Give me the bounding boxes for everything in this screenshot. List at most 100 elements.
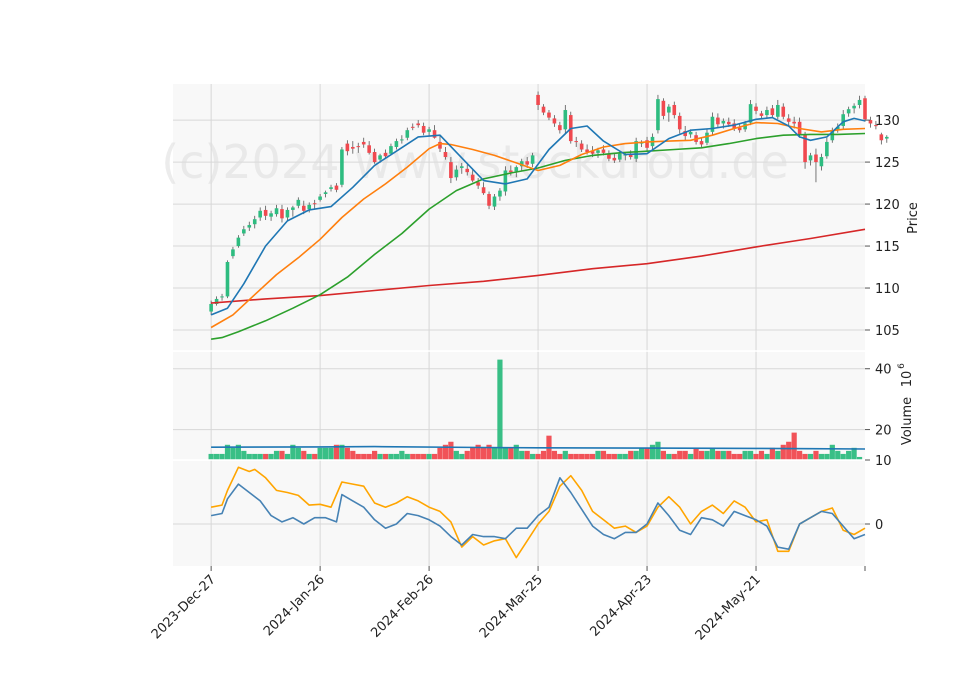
- candle-body: [825, 141, 829, 157]
- candle: [280, 204, 284, 223]
- volume-bar: [655, 441, 661, 460]
- candle-body: [857, 99, 862, 105]
- volume-bar: [677, 450, 683, 460]
- volume-bar: [753, 453, 759, 460]
- candle: [356, 142, 361, 153]
- volume-bar: [557, 453, 563, 460]
- candle: [841, 110, 846, 129]
- candle: [863, 95, 867, 122]
- candle-body: [852, 105, 856, 109]
- volume-bar: [633, 450, 639, 460]
- volume-bar: [339, 444, 345, 460]
- candle: [252, 215, 257, 229]
- candle-body: [710, 116, 715, 132]
- candle-body: [688, 131, 693, 135]
- candle: [759, 110, 764, 119]
- candle: [710, 112, 715, 136]
- volume-bar: [856, 456, 863, 460]
- candle: [454, 165, 459, 181]
- candle-body: [721, 120, 726, 124]
- volume-bar: [393, 453, 400, 460]
- candle: [465, 164, 470, 176]
- volume-bar: [780, 444, 786, 460]
- candle: [667, 104, 671, 122]
- candle: [459, 162, 464, 174]
- volume-bar: [715, 450, 721, 460]
- volume-bar: [219, 453, 225, 460]
- candle-body: [541, 106, 546, 113]
- candle-body: [427, 129, 431, 132]
- candle-body: [737, 127, 742, 131]
- candle-body: [879, 134, 884, 141]
- volume-bar: [246, 453, 252, 460]
- candle: [247, 221, 252, 231]
- candle-body: [585, 149, 589, 153]
- volume-bar: [671, 453, 677, 460]
- candle: [405, 127, 410, 141]
- candle: [394, 138, 399, 150]
- volume-bar: [644, 447, 650, 460]
- volume-bar: [426, 453, 432, 460]
- candle-body: [351, 146, 355, 149]
- candle: [699, 137, 704, 147]
- candle-body: [400, 139, 404, 141]
- volume-bar: [317, 447, 323, 460]
- volume-bar: [301, 450, 307, 460]
- candle-body: [765, 110, 769, 116]
- candle: [225, 260, 230, 299]
- price-panel: [209, 91, 889, 340]
- candle-body: [748, 104, 753, 123]
- candle: [530, 152, 535, 168]
- x-tick-label: 2024-Jan-26: [261, 572, 328, 639]
- volume-bar: [491, 447, 498, 460]
- volume-bar: [480, 447, 487, 460]
- candle: [857, 95, 862, 109]
- candle-body: [269, 213, 273, 217]
- candle: [258, 207, 262, 221]
- volume-bar: [475, 444, 481, 460]
- volume-bar: [213, 453, 220, 460]
- candle: [765, 106, 769, 118]
- volume-bar: [519, 450, 525, 460]
- candle-body: [558, 125, 562, 131]
- volume-y-tick-label: 20: [875, 424, 892, 439]
- volume-bar: [508, 447, 514, 460]
- candle: [874, 120, 878, 130]
- volume-bar: [415, 453, 421, 460]
- osc_a-line: [210, 476, 866, 551]
- candle: [372, 148, 377, 164]
- candle-body: [830, 130, 835, 141]
- candle: [323, 190, 328, 198]
- candle-body: [291, 207, 295, 210]
- candle: [389, 143, 393, 156]
- candle: [819, 153, 824, 171]
- candle: [835, 123, 840, 133]
- volume-bar: [230, 447, 236, 460]
- candle-body: [252, 219, 257, 225]
- candle-body: [209, 303, 213, 312]
- volume-bar: [372, 450, 378, 460]
- ma-mid-line: [210, 121, 866, 329]
- volume-bar: [399, 450, 405, 460]
- candle-body: [525, 161, 529, 165]
- candle-body: [792, 121, 796, 124]
- volume-bar: [737, 453, 743, 460]
- volume-y-tick-label: 10: [875, 454, 892, 469]
- candle: [536, 91, 540, 111]
- candle: [367, 141, 371, 155]
- candle: [416, 120, 420, 128]
- volume-bar: [595, 450, 601, 460]
- volume-bar: [617, 453, 623, 460]
- candle-body: [509, 170, 513, 173]
- price-y-tick-label: 130: [875, 114, 900, 129]
- candle-body: [645, 140, 649, 148]
- candle: [410, 123, 415, 131]
- candle-body: [835, 126, 840, 130]
- candle: [296, 197, 301, 209]
- volume-bar: [606, 453, 612, 460]
- candle-body: [454, 169, 459, 178]
- volume-bar: [535, 453, 541, 460]
- x-tick-label: 2024-Feb-26: [368, 572, 437, 641]
- candle-body: [258, 210, 262, 218]
